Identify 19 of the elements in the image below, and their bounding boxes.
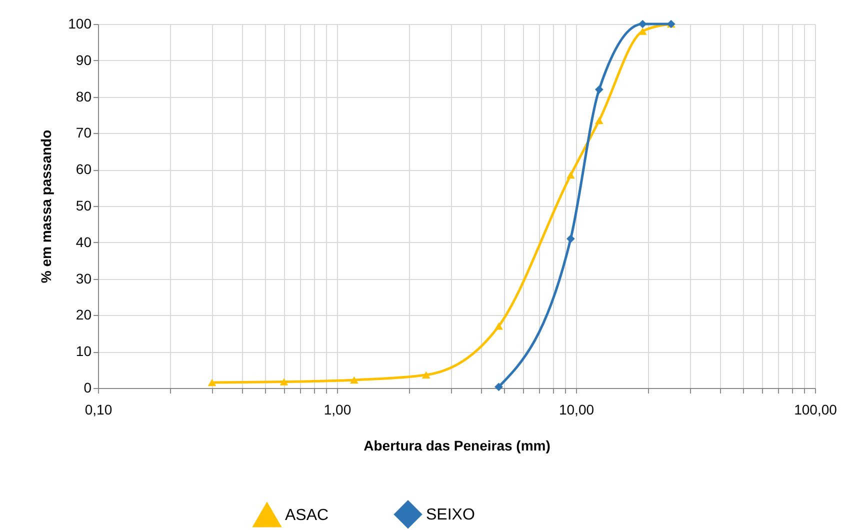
y-tick-label: 10	[76, 343, 92, 360]
y-axis-title: % em massa passando	[38, 130, 54, 284]
x-tick-label: 1,00	[324, 402, 352, 418]
y-tick-label: 100	[68, 16, 92, 32]
y-tick-label: 40	[76, 234, 92, 250]
x-tick-label: 10,00	[558, 402, 594, 418]
y-tick-label: 80	[76, 88, 92, 104]
y-tick-label: 90	[76, 52, 92, 68]
y-tick-label: 70	[76, 124, 92, 141]
legend-label: SEIXO	[426, 506, 475, 524]
y-tick-label: 20	[76, 306, 92, 323]
y-tick-label: 0	[84, 380, 92, 396]
y-tick-label: 30	[76, 270, 92, 286]
x-tick-label: 0,10	[84, 402, 112, 418]
x-tick-label: 100,00	[794, 402, 838, 418]
x-axis-title: Abertura das Peneiras (mm)	[364, 438, 550, 454]
y-tick-label: 50	[76, 198, 92, 214]
legend-label: ASAC	[285, 507, 329, 524]
y-tick-label: 60	[76, 161, 92, 178]
